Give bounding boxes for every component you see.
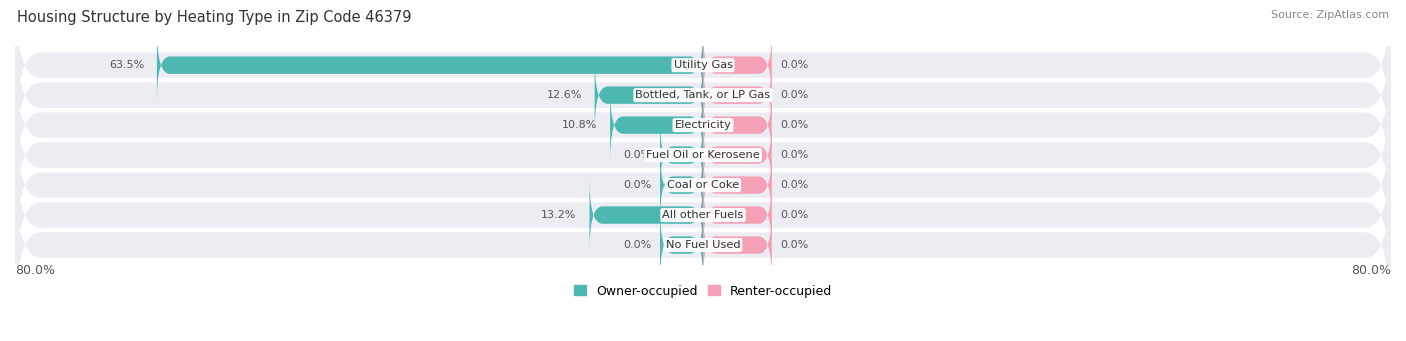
FancyBboxPatch shape	[703, 179, 772, 251]
FancyBboxPatch shape	[15, 0, 1391, 143]
Text: 13.2%: 13.2%	[541, 210, 576, 220]
FancyBboxPatch shape	[659, 119, 703, 191]
Text: Source: ZipAtlas.com: Source: ZipAtlas.com	[1271, 10, 1389, 20]
FancyBboxPatch shape	[15, 138, 1391, 292]
Text: No Fuel Used: No Fuel Used	[665, 240, 741, 250]
Text: 0.0%: 0.0%	[623, 150, 651, 160]
Text: Bottled, Tank, or LP Gas: Bottled, Tank, or LP Gas	[636, 90, 770, 100]
FancyBboxPatch shape	[610, 89, 703, 161]
Text: 0.0%: 0.0%	[623, 240, 651, 250]
Text: Utility Gas: Utility Gas	[673, 60, 733, 70]
Text: 10.8%: 10.8%	[562, 120, 598, 130]
Text: All other Fuels: All other Fuels	[662, 210, 744, 220]
FancyBboxPatch shape	[703, 149, 772, 221]
FancyBboxPatch shape	[589, 179, 703, 251]
FancyBboxPatch shape	[15, 18, 1391, 172]
FancyBboxPatch shape	[15, 168, 1391, 322]
FancyBboxPatch shape	[15, 78, 1391, 232]
Legend: Owner-occupied, Renter-occupied: Owner-occupied, Renter-occupied	[574, 285, 832, 298]
Text: 0.0%: 0.0%	[780, 180, 808, 190]
Text: 0.0%: 0.0%	[780, 150, 808, 160]
FancyBboxPatch shape	[703, 59, 772, 131]
Text: Fuel Oil or Kerosene: Fuel Oil or Kerosene	[647, 150, 759, 160]
FancyBboxPatch shape	[15, 108, 1391, 262]
Text: Housing Structure by Heating Type in Zip Code 46379: Housing Structure by Heating Type in Zip…	[17, 10, 412, 25]
Text: 0.0%: 0.0%	[623, 180, 651, 190]
FancyBboxPatch shape	[15, 48, 1391, 202]
FancyBboxPatch shape	[157, 29, 703, 102]
Text: 12.6%: 12.6%	[547, 90, 582, 100]
FancyBboxPatch shape	[595, 59, 703, 131]
FancyBboxPatch shape	[703, 209, 772, 281]
FancyBboxPatch shape	[703, 89, 772, 161]
Text: 0.0%: 0.0%	[780, 90, 808, 100]
FancyBboxPatch shape	[659, 209, 703, 281]
Text: Coal or Coke: Coal or Coke	[666, 180, 740, 190]
Text: Electricity: Electricity	[675, 120, 731, 130]
Text: 80.0%: 80.0%	[1351, 264, 1391, 277]
Text: 0.0%: 0.0%	[780, 60, 808, 70]
Text: 0.0%: 0.0%	[780, 210, 808, 220]
FancyBboxPatch shape	[703, 119, 772, 191]
Text: 80.0%: 80.0%	[15, 264, 55, 277]
Text: 0.0%: 0.0%	[780, 240, 808, 250]
Text: 0.0%: 0.0%	[780, 120, 808, 130]
FancyBboxPatch shape	[659, 149, 703, 221]
FancyBboxPatch shape	[703, 29, 772, 102]
Text: 63.5%: 63.5%	[108, 60, 143, 70]
